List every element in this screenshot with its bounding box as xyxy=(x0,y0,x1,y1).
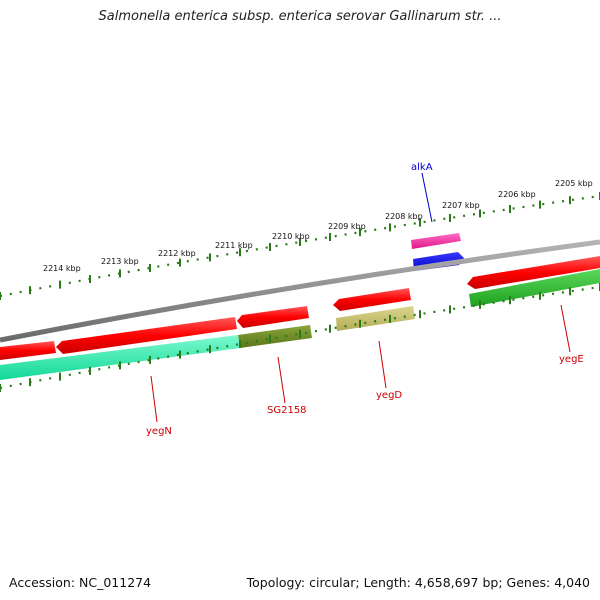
scale-major-ticks-outer xyxy=(0,192,600,300)
scale-label-2208: 2208 kbp xyxy=(385,212,423,221)
scale-label-2211: 2211 kbp xyxy=(215,241,253,250)
gene-label-yegD[interactable]: yegD xyxy=(376,390,402,401)
accession-text: Accession: NC_011274 xyxy=(9,575,152,590)
map-title: Salmonella enterica subsp. enterica sero… xyxy=(98,9,502,24)
leader-line-alkA xyxy=(421,172,433,223)
gene-label-yegN[interactable]: yegN xyxy=(146,426,172,437)
gene-left-cds[interactable] xyxy=(0,341,56,360)
gene-yegE-cds[interactable] xyxy=(467,256,600,289)
leader-line-yegN xyxy=(150,375,158,423)
gene-label-SG2158[interactable]: SG2158 xyxy=(267,405,307,416)
gene-label-alkA[interactable]: alkA xyxy=(411,162,433,173)
gene-yegD-cds[interactable] xyxy=(333,288,411,311)
scale-label-2210: 2210 kbp xyxy=(272,232,310,241)
scale-label-2207: 2207 kbp xyxy=(442,201,480,210)
gene-SG2158-cds[interactable] xyxy=(237,306,309,328)
scale-label-2205: 2205 kbp xyxy=(555,179,593,188)
leader-line-SG2158 xyxy=(277,356,286,404)
cog-yegN[interactable] xyxy=(0,335,240,380)
gene-yegN-cds[interactable] xyxy=(56,317,237,354)
leader-line-yegD xyxy=(378,340,387,389)
leader-line-yegE xyxy=(560,304,571,353)
scale-label-2206: 2206 kbp xyxy=(498,190,536,199)
genome-backbone xyxy=(0,239,600,343)
scale-label-2209: 2209 kbp xyxy=(328,222,366,231)
scale-major-ticks-inner xyxy=(0,283,600,392)
gene-label-yegE[interactable]: yegE xyxy=(559,354,584,365)
scale-label-2214: 2214 kbp xyxy=(43,264,81,273)
scale-label-2213: 2213 kbp xyxy=(101,257,139,266)
cog-yegE[interactable] xyxy=(469,269,600,307)
topology-text: Topology: circular; Length: 4,658,697 bp… xyxy=(246,575,590,590)
scale-label-2212: 2212 kbp xyxy=(158,249,196,258)
gene-alkA-outer[interactable] xyxy=(411,233,461,249)
